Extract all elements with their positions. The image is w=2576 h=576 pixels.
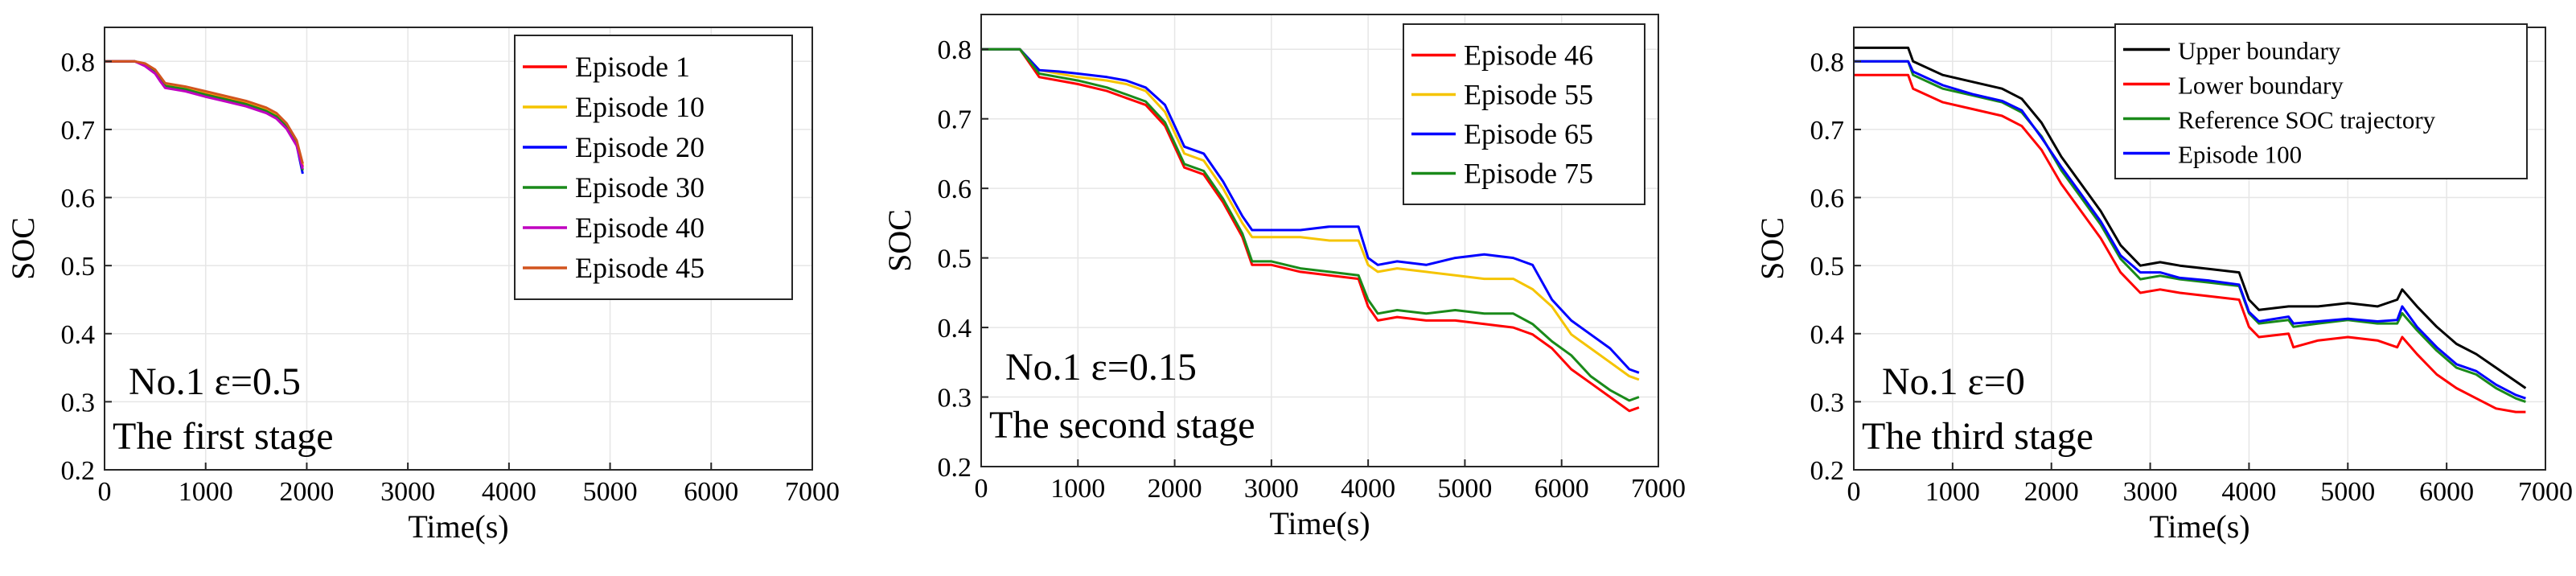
x-tick-label: 4000 (482, 477, 536, 507)
y-tick-label: 0.4 (1810, 320, 1845, 350)
x-tick-label: 7000 (785, 477, 840, 507)
series-line-1 (981, 47, 1640, 413)
y-tick-label: 0.5 (938, 245, 972, 274)
annotation-text: The first stage (113, 415, 334, 458)
y-tick-label: 0.8 (1810, 47, 1845, 77)
y-axis-label: SOC (1754, 217, 1790, 280)
y-tick-label: 0.7 (938, 105, 972, 135)
legend-label: Episode 55 (1464, 79, 1593, 111)
x-tick-label: 0 (98, 477, 112, 507)
y-tick-label: 0.6 (61, 184, 96, 214)
series-line-6 (105, 60, 304, 164)
legend-label: Reference SOC trajectory (2178, 106, 2436, 134)
series-line-3 (981, 47, 1640, 374)
y-tick-label: 0.3 (938, 384, 972, 413)
legend-box (514, 35, 793, 300)
annotation-text: The second stage (989, 404, 1255, 446)
x-tick-label: 6000 (684, 477, 738, 507)
x-tick-label: 4000 (2221, 477, 2276, 507)
legend-label: Episode 20 (575, 131, 705, 163)
y-tick-label: 0.7 (1810, 116, 1845, 146)
legend-label: Episode 30 (575, 171, 705, 204)
x-tick-label: 5000 (583, 477, 638, 507)
legend: Episode 1 Episode 10 Episode 20 Episode 30 E… (514, 35, 793, 300)
series-line-5 (105, 60, 304, 170)
annotation-text: No.1 ε=0 (1882, 360, 2025, 403)
series-line-2 (981, 47, 1640, 381)
y-tick-label: 0.3 (1810, 388, 1845, 418)
x-tick-label: 2000 (1148, 474, 1202, 504)
legend-label: Episode 10 (575, 91, 705, 123)
y-tick-label: 0.8 (938, 35, 972, 65)
x-tick-label: 2000 (279, 477, 334, 507)
y-tick-label: 0.2 (1810, 456, 1845, 486)
annotation-text: The third stage (1862, 415, 2093, 458)
x-tick-label: 5000 (2320, 477, 2375, 507)
y-axis-label: SOC (5, 217, 41, 280)
y-tick-label: 0.4 (61, 320, 96, 350)
x-tick-label: 6000 (1535, 474, 1589, 504)
x-tick-label: 7000 (1631, 474, 1686, 504)
x-axis-label: Time(s) (2149, 508, 2249, 545)
y-tick-label: 0.6 (1810, 184, 1845, 214)
series-line-2 (1854, 73, 2526, 413)
y-tick-label: 0.5 (61, 252, 96, 282)
x-tick-label: 1000 (179, 477, 233, 507)
y-tick-label: 0.5 (1810, 252, 1845, 282)
y-axis-label: SOC (881, 209, 918, 272)
legend-label: Lower boundary (2178, 72, 2344, 100)
legend-label: Episode 45 (575, 252, 705, 284)
x-tick-label: 0 (1847, 477, 1861, 507)
x-tick-label: 4000 (1341, 474, 1395, 504)
x-tick-label: 3000 (2123, 477, 2178, 507)
y-tick-label: 0.6 (938, 175, 972, 204)
y-tick-label: 0.8 (61, 47, 96, 77)
y-tick-label: 0.4 (938, 314, 972, 344)
axes-frame (980, 14, 1659, 467)
y-tick-label: 0.2 (938, 453, 972, 483)
legend-label: Episode 100 (2178, 141, 2302, 169)
legend: Episode 46 Episode 55 Episode 65 Episode 75 (1403, 23, 1645, 205)
series-line-4 (1854, 60, 2526, 400)
annotation-text: No.1 ε=0.5 (129, 360, 301, 403)
legend-label: Episode 40 (575, 212, 705, 244)
legend-label: Episode 65 (1464, 118, 1593, 150)
y-tick-label: 0.3 (61, 388, 96, 418)
legend-label: Episode 46 (1464, 39, 1593, 72)
x-axis-label: Time(s) (1269, 505, 1370, 541)
x-tick-label: 5000 (1437, 474, 1492, 504)
legend: Upper boundary Lower boundary Reference SO… (2114, 23, 2528, 179)
axes-frame (104, 27, 813, 471)
legend-label: Episode 1 (575, 51, 690, 83)
x-tick-label: 2000 (2024, 477, 2079, 507)
y-tick-label: 0.7 (61, 116, 96, 146)
chart-panel-3: 0 1000 2000 3000 4000 5000 6000 7000 0.2 0.3 0.4 0.… (1754, 23, 2573, 545)
series-line-1 (1854, 46, 2527, 389)
legend-label: Upper boundary (2178, 37, 2341, 65)
chart-panel-2: 0 1000 2000 3000 4000 5000 6000 7000 0.2 0.3 0.4 0.… (881, 14, 1686, 541)
legend-box (2114, 23, 2528, 179)
legend-label: Episode 75 (1464, 158, 1593, 190)
x-tick-label: 1000 (1925, 477, 1980, 507)
x-tick-label: 3000 (1244, 474, 1299, 504)
x-tick-label: 0 (975, 474, 988, 504)
x-tick-label: 6000 (2419, 477, 2474, 507)
series-line-4 (981, 47, 1640, 402)
x-axis-label: Time(s) (408, 508, 508, 545)
chart-panel-1: 0 1000 2000 3000 4000 5000 6000 7000 0.2 0.3 0.4 0.… (5, 27, 840, 545)
x-tick-label: 3000 (380, 477, 435, 507)
annotation-text: No.1 ε=0.15 (1005, 346, 1197, 389)
x-tick-label: 7000 (2518, 477, 2573, 507)
y-tick-label: 0.2 (61, 456, 96, 486)
x-tick-label: 1000 (1050, 474, 1105, 504)
